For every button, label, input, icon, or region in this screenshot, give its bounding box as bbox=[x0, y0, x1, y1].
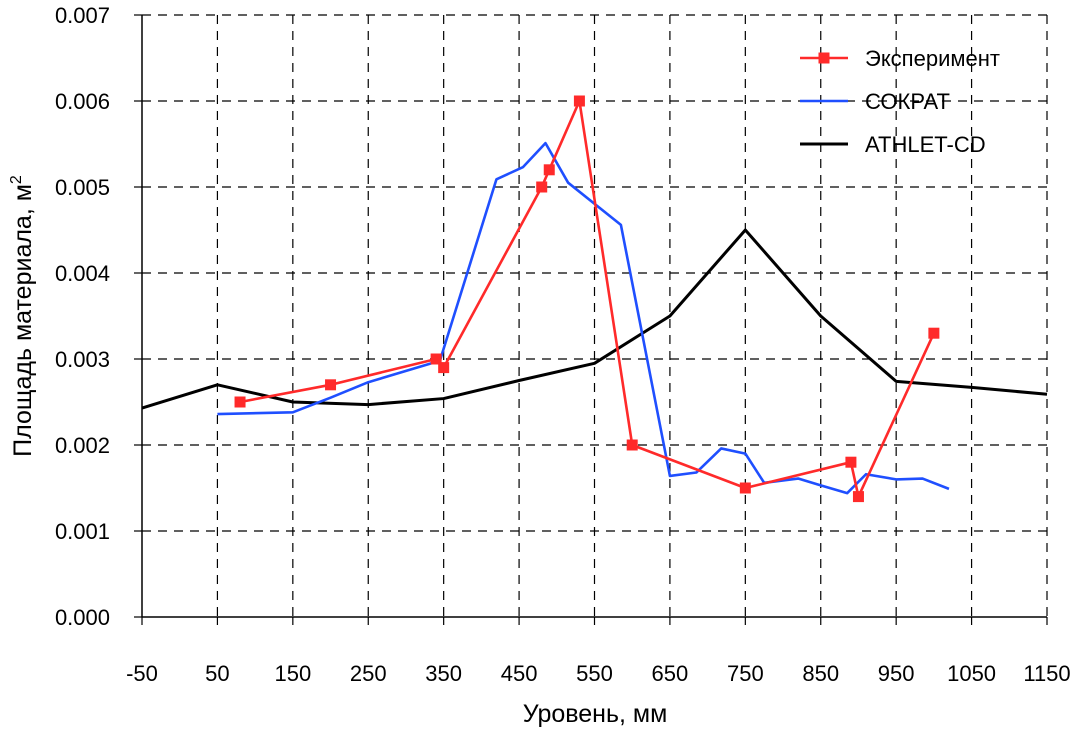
series-line bbox=[239, 99, 936, 498]
x-tick-label: 350 bbox=[425, 661, 462, 686]
y-tick-label: 0.000 bbox=[55, 605, 110, 630]
x-tick-label: 850 bbox=[802, 661, 839, 686]
y-axis-title-superscript: 2 bbox=[8, 175, 25, 184]
y-tick-label: 0.001 bbox=[55, 519, 110, 544]
tick-labels: -50 50 150 250 350 450 550 650 750 850 950 1050 1150… bbox=[55, 3, 1071, 686]
data-point-marker bbox=[626, 439, 638, 451]
data-point-marker bbox=[438, 362, 450, 374]
series-line bbox=[141, 228, 1048, 410]
y-tick-label: 0.003 bbox=[55, 347, 110, 372]
data-point-marker bbox=[573, 95, 585, 107]
legend-label: Эксперимент bbox=[865, 46, 1000, 71]
data-point-marker bbox=[739, 482, 751, 494]
legend-marker bbox=[818, 52, 830, 64]
data-point-marker bbox=[430, 353, 442, 365]
x-tick-label: 150 bbox=[274, 661, 311, 686]
x-tick-label: 1150 bbox=[1023, 661, 1070, 686]
x-tick-label: 1050 bbox=[947, 661, 996, 686]
legend-label: СОКРАТ bbox=[865, 89, 950, 114]
x-tick-label: 50 bbox=[205, 661, 229, 686]
x-tick-label: 950 bbox=[878, 661, 915, 686]
y-tick-label: 0.006 bbox=[55, 89, 110, 114]
x-axis-title: Уровень, мм bbox=[523, 700, 668, 728]
series-line bbox=[217, 141, 950, 495]
x-tick-label: 650 bbox=[652, 661, 689, 686]
data-point-marker bbox=[928, 327, 940, 339]
series-layer bbox=[141, 95, 1048, 503]
x-tick-label: 750 bbox=[727, 661, 764, 686]
data-point-marker bbox=[325, 379, 337, 391]
x-tick-label: 550 bbox=[576, 661, 613, 686]
y-tick-label: 0.004 bbox=[55, 261, 110, 286]
data-point-marker bbox=[234, 396, 246, 408]
legend-label: ATHLET-CD bbox=[865, 132, 986, 157]
x-tick-label: 450 bbox=[501, 661, 538, 686]
data-point-marker bbox=[543, 164, 555, 176]
axes bbox=[134, 14, 1048, 625]
x-tick-label: 250 bbox=[350, 661, 387, 686]
y-tick-label: 0.007 bbox=[55, 3, 110, 28]
y-axis-title-text: Площадь материала, м bbox=[9, 184, 37, 457]
x-tick-label: -50 bbox=[126, 661, 158, 686]
y-tick-label: 0.002 bbox=[55, 433, 110, 458]
y-axis-title: Площадь материала, м2 bbox=[8, 175, 37, 457]
data-point-marker bbox=[536, 181, 548, 193]
data-point-marker bbox=[845, 456, 857, 468]
data-point-marker bbox=[852, 491, 864, 503]
grid bbox=[142, 14, 1048, 617]
y-tick-label: 0.005 bbox=[55, 175, 110, 200]
legend: Эксперимент СОКРАТ ATHLET-CD bbox=[800, 46, 1000, 157]
